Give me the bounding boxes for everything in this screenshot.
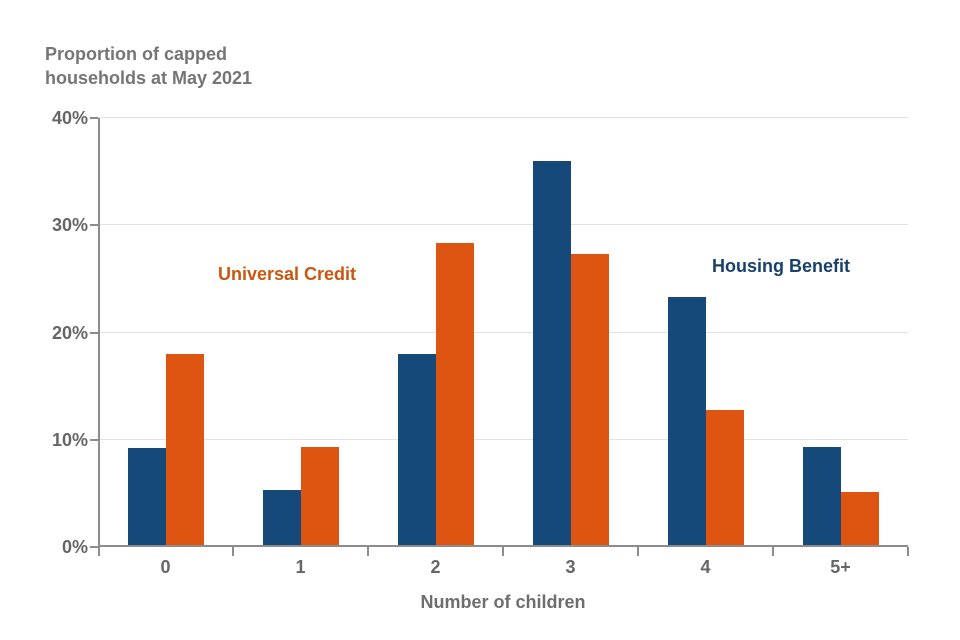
- x-axis-title: Number of children: [420, 592, 586, 612]
- x-category-label-4: 4: [700, 557, 711, 577]
- bar-housing-benefit-1: [262, 490, 301, 545]
- x-tick-0: [98, 547, 100, 556]
- x-axis-line: [98, 545, 908, 547]
- y-tick-40: [90, 117, 98, 119]
- bar-universal-credit-5+: [840, 492, 879, 545]
- series-label-housing-benefit: Housing Benefit: [712, 256, 850, 276]
- bar-universal-credit-3: [570, 254, 609, 545]
- x-tick-4: [637, 547, 639, 556]
- bar-housing-benefit-5+: [802, 447, 841, 545]
- gridline-10: [98, 438, 908, 440]
- x-category-label-3: 3: [565, 557, 576, 577]
- y-axis-line: [98, 118, 100, 547]
- x-tick-3: [502, 547, 504, 556]
- series-label-universal-credit: Universal Credit: [218, 264, 357, 284]
- x-category-label-5+: 5+: [830, 557, 851, 577]
- plot-area: [90, 117, 909, 556]
- bar-universal-credit-1: [300, 447, 339, 545]
- bar-housing-benefit-4: [667, 297, 706, 545]
- chart-title-line1: Proportion of capped: [45, 44, 227, 64]
- x-tick-1: [232, 547, 234, 556]
- x-category-label-2: 2: [430, 557, 441, 577]
- y-axis-label-0%: 0%: [61, 537, 88, 557]
- bar-universal-credit-0: [165, 354, 204, 545]
- y-tick-0: [90, 546, 98, 548]
- y-axis-label-10%: 10%: [51, 429, 88, 450]
- bar-universal-credit-2: [435, 242, 474, 545]
- x-tick-6: [907, 547, 909, 556]
- x-tick-5: [772, 547, 774, 556]
- gridline-30: [98, 224, 908, 226]
- x-tick-2: [367, 547, 369, 556]
- bar-housing-benefit-3: [532, 161, 571, 545]
- x-category-label-1: 1: [295, 557, 306, 577]
- chart-title-line2: households at May 2021: [45, 68, 253, 88]
- gridline-40: [98, 117, 908, 118]
- bar-housing-benefit-0: [127, 448, 166, 545]
- bar-housing-benefit-2: [397, 354, 436, 545]
- y-axis-label-20%: 20%: [51, 322, 88, 343]
- y-tick-20: [90, 331, 98, 334]
- y-axis-label-30%: 30%: [51, 215, 88, 236]
- x-category-label-0: 0: [160, 557, 171, 577]
- bar-universal-credit-4: [705, 409, 744, 545]
- gridline-20: [98, 331, 908, 333]
- y-tick-10: [90, 438, 98, 441]
- chart-title: Proportion of capped households at May 2…: [45, 42, 252, 90]
- y-axis-label-40%: 40%: [51, 108, 88, 128]
- y-tick-30: [90, 224, 98, 227]
